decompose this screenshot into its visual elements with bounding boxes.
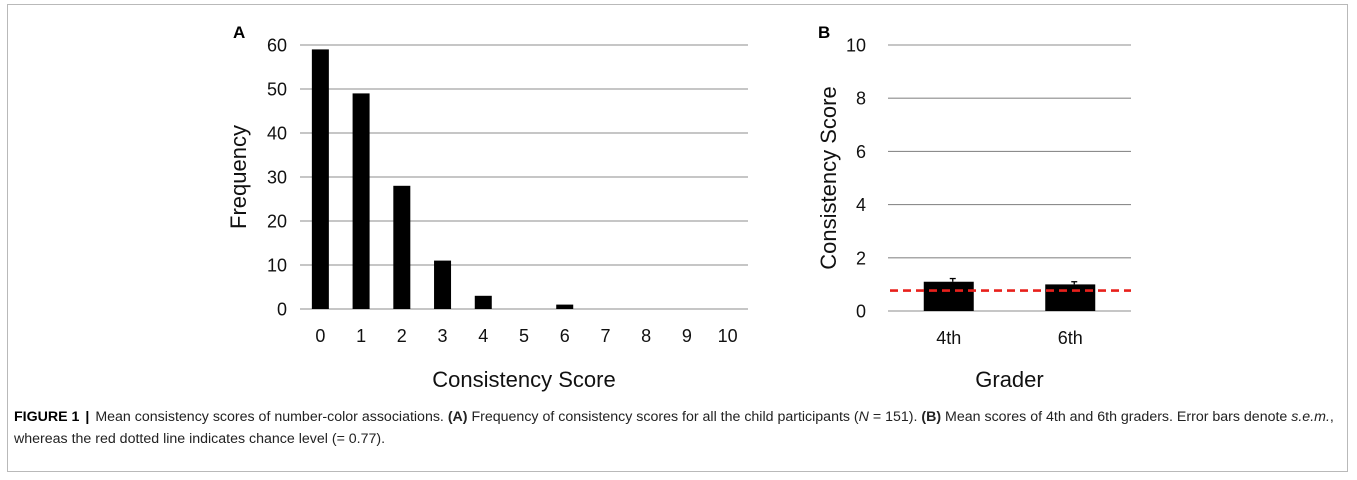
y-tick-label: 4: [856, 195, 866, 215]
y-tick-label: 6: [856, 142, 866, 162]
x-tick-label: 0: [315, 326, 325, 346]
bar: [434, 260, 452, 309]
x-tick-label: 5: [519, 326, 529, 346]
y-tick-label: 10: [267, 256, 287, 276]
y-tick-label: 8: [856, 89, 866, 109]
y-tick-label: 2: [856, 248, 866, 268]
y-tick-label: 60: [267, 36, 287, 56]
caption-label: FIGURE 1: [14, 409, 80, 425]
caption-a-n-var: N: [858, 409, 869, 425]
bar: [923, 281, 974, 311]
panel-letter-b: B: [818, 23, 830, 42]
y-tick-label: 0: [856, 302, 866, 322]
panel-letter-a: A: [233, 23, 245, 42]
x-tick-label: 4th: [936, 328, 961, 348]
x-tick-label: 10: [718, 326, 738, 346]
bar: [556, 304, 574, 309]
y-tick-label: 50: [267, 80, 287, 100]
y-tick-label: 20: [267, 212, 287, 232]
x-tick-label: 3: [438, 326, 448, 346]
bar: [474, 295, 492, 309]
y-tick-label: 30: [267, 168, 287, 188]
x-tick-label: 4: [478, 326, 488, 346]
bar: [393, 185, 411, 309]
x-tick-label: 7: [600, 326, 610, 346]
caption-title: Mean consistency scores of number-color …: [95, 409, 444, 425]
caption-a-n-val: = 151).: [868, 409, 918, 425]
x-tick-label: 2: [397, 326, 407, 346]
x-tick-label: 9: [682, 326, 692, 346]
y-axis-title: Frequency: [226, 125, 251, 229]
y-tick-label: 0: [277, 300, 287, 320]
caption-b-text-post: , whereas the red dotted line indicates …: [14, 409, 1334, 447]
x-axis-title: Consistency Score: [432, 367, 615, 392]
figure-frame: [7, 4, 1348, 472]
caption-a-tag: (A): [447, 409, 468, 425]
panel-b: B 0 2 4 6 8 10 4th 6th Grader Consistency Score: [816, 23, 1131, 392]
x-tick-label: 6th: [1058, 328, 1083, 348]
caption-a-text: Frequency of consistency scores for all …: [471, 409, 859, 425]
bar: [352, 93, 370, 310]
bar: [311, 49, 329, 310]
x-tick-label: 8: [641, 326, 651, 346]
panel-a: A 0 10 20 30 40 50 60 0 1 2 3 4 5 6 7 8 9 10 Consistency Sc…: [226, 23, 748, 392]
y-tick-label: 10: [846, 36, 866, 56]
x-tick-label: 6: [560, 326, 570, 346]
bar: [1045, 284, 1096, 311]
y-axis-title: Consistency Score: [816, 86, 841, 269]
x-tick-label: 1: [356, 326, 366, 346]
y-tick-label: 40: [267, 124, 287, 144]
x-axis-title: Grader: [975, 367, 1043, 392]
figure-caption: FIGURE 1 | Mean consistency scores of nu…: [14, 406, 1339, 450]
caption-b-sem: s.e.m.: [1291, 409, 1330, 425]
caption-b-tag: (B): [921, 409, 942, 425]
caption-separator: |: [85, 409, 90, 425]
caption-b-text: Mean scores of 4th and 6th graders. Erro…: [945, 409, 1292, 425]
